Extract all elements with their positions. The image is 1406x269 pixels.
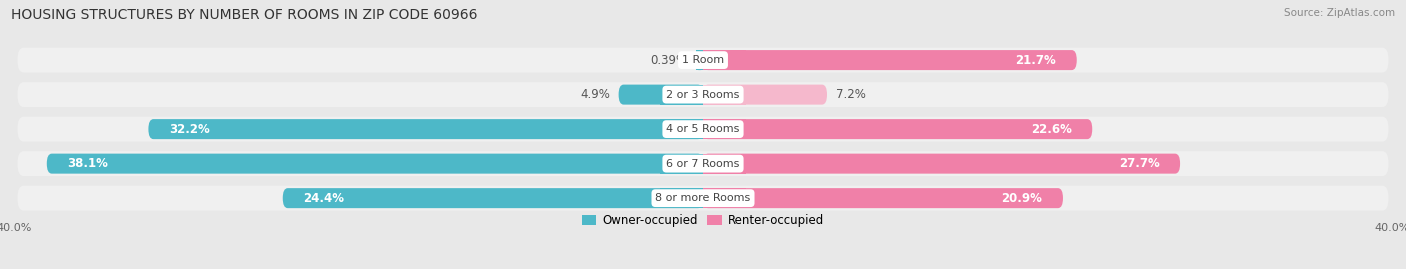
FancyBboxPatch shape [17,82,1389,107]
Bar [659,84,703,105]
Text: 21.7%: 21.7% [1015,54,1056,67]
FancyBboxPatch shape [696,50,703,70]
Text: 6 or 7 Rooms: 6 or 7 Rooms [666,159,740,169]
Text: 27.7%: 27.7% [1119,157,1160,170]
Text: 8 or more Rooms: 8 or more Rooms [655,193,751,203]
FancyBboxPatch shape [703,84,827,105]
FancyBboxPatch shape [149,119,703,139]
FancyBboxPatch shape [703,119,1092,139]
Text: 4 or 5 Rooms: 4 or 5 Rooms [666,124,740,134]
Bar [703,188,747,208]
Legend: Owner-occupied, Renter-occupied: Owner-occupied, Renter-occupied [579,212,827,229]
Bar [703,84,747,105]
Text: HOUSING STRUCTURES BY NUMBER OF ROOMS IN ZIP CODE 60966: HOUSING STRUCTURES BY NUMBER OF ROOMS IN… [11,8,478,22]
Text: 2 or 3 Rooms: 2 or 3 Rooms [666,90,740,100]
Bar [659,154,703,174]
Text: 24.4%: 24.4% [304,192,344,205]
FancyBboxPatch shape [703,50,1077,70]
FancyBboxPatch shape [619,84,703,105]
FancyBboxPatch shape [17,151,1389,176]
Bar [703,50,747,70]
Text: Source: ZipAtlas.com: Source: ZipAtlas.com [1284,8,1395,18]
Bar [659,119,703,139]
Text: 7.2%: 7.2% [835,88,866,101]
Text: 0.39%: 0.39% [651,54,688,67]
Text: 1 Room: 1 Room [682,55,724,65]
Text: 38.1%: 38.1% [67,157,108,170]
Text: 20.9%: 20.9% [1001,192,1042,205]
FancyBboxPatch shape [283,188,703,208]
Bar [696,50,703,70]
FancyBboxPatch shape [46,154,703,174]
Bar [703,119,747,139]
Bar [659,188,703,208]
Text: 4.9%: 4.9% [581,88,610,101]
Text: 32.2%: 32.2% [169,123,209,136]
FancyBboxPatch shape [17,186,1389,211]
FancyBboxPatch shape [17,117,1389,141]
FancyBboxPatch shape [17,48,1389,73]
Bar [703,154,747,174]
FancyBboxPatch shape [703,188,1063,208]
FancyBboxPatch shape [703,154,1180,174]
Text: 22.6%: 22.6% [1031,123,1071,136]
